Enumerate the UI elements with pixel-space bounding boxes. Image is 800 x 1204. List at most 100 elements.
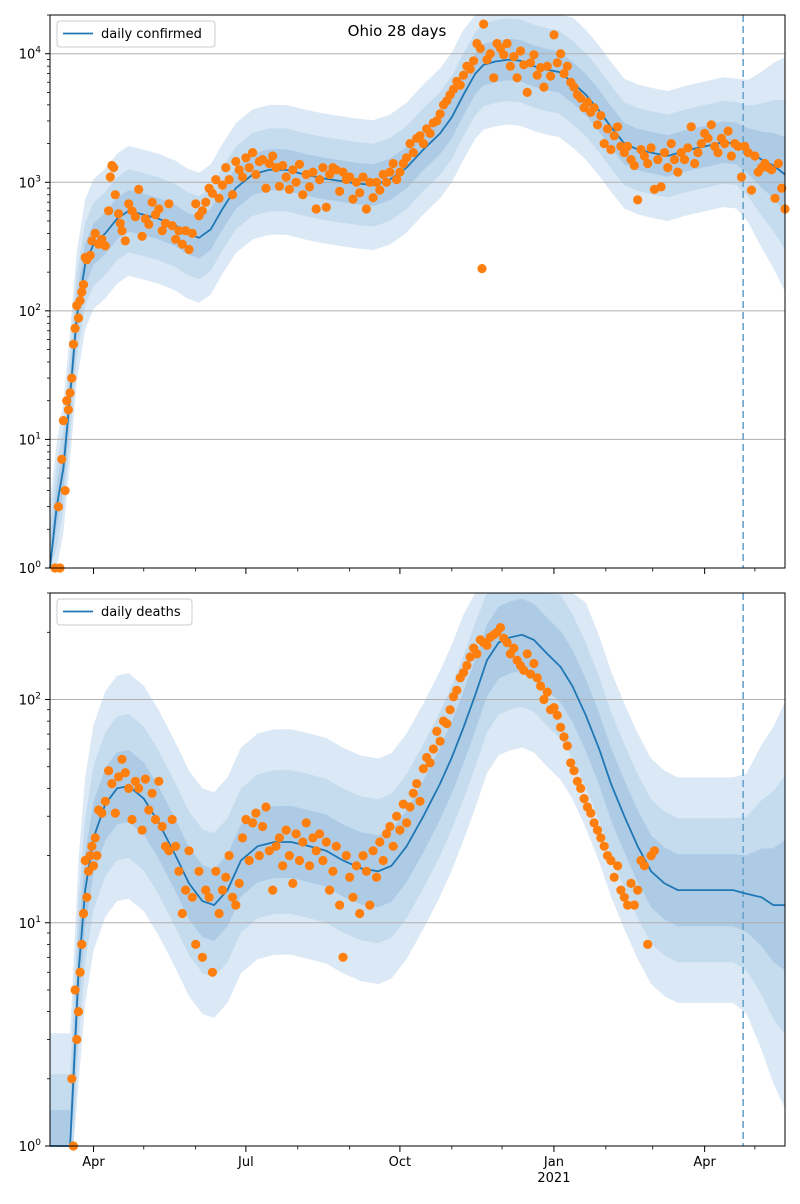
confirmed-observed-point — [177, 239, 187, 249]
deaths-observed-point — [626, 878, 636, 889]
confirmed-observed-point — [147, 197, 157, 207]
confirmed-observed-point — [435, 109, 445, 119]
confirmed-observed-point — [144, 219, 154, 229]
deaths-observed-point — [231, 900, 241, 910]
deaths-observed-point — [331, 841, 341, 851]
confirmed-observed-point — [686, 122, 696, 132]
confirmed-observed-point — [345, 172, 355, 182]
deaths-observed-point — [415, 796, 425, 806]
deaths-observed-point — [562, 741, 572, 751]
confirmed-observed-point — [723, 126, 733, 136]
confirmed-observed-point — [653, 155, 663, 165]
deaths-observed-point — [82, 892, 92, 902]
deaths-observed-point — [408, 788, 418, 798]
deaths-observed-point — [596, 833, 606, 843]
confirmed-observed-point — [606, 144, 616, 155]
deaths-observed-point — [150, 814, 161, 825]
deaths-observed-point — [78, 908, 89, 919]
deaths-observed-point — [268, 885, 278, 895]
deaths-observed-point — [405, 802, 415, 812]
deaths-observed-point — [107, 779, 117, 789]
confirmed-observed-point — [676, 148, 686, 158]
confirmed-observed-point — [335, 186, 345, 196]
deaths-observed-point — [509, 643, 519, 653]
deaths-observed-point — [355, 908, 365, 919]
deaths-observed-point — [157, 821, 167, 832]
confirmed-observed-point — [596, 111, 606, 121]
deaths-observed-point — [274, 833, 284, 843]
deaths-observed-point — [204, 892, 214, 902]
confirmed-observed-point — [515, 46, 526, 56]
confirmed-observed-point — [338, 167, 348, 177]
confirmed-observed-point — [720, 139, 730, 149]
confirmed-observed-point — [261, 183, 271, 193]
confirmed-observed-point — [522, 87, 532, 97]
deaths-observed-point — [519, 665, 529, 676]
deaths-observed-point — [458, 668, 469, 678]
deaths-xtick-year-label: 2021 — [537, 1171, 570, 1186]
confirmed-observed-point — [512, 73, 522, 83]
confirmed-observed-point — [395, 167, 405, 177]
deaths-observed-point — [237, 833, 248, 843]
confirmed-observed-point — [639, 151, 650, 161]
deaths-observed-point — [495, 623, 505, 633]
confirmed-observed-point — [154, 204, 164, 214]
confirmed-observed-point — [656, 182, 666, 192]
deaths-xtick-label: Oct — [389, 1155, 411, 1170]
deaths-observed-point — [134, 783, 144, 794]
deaths-observed-point — [623, 900, 633, 910]
confirmed-observed-point — [234, 165, 244, 175]
confirmed-observed-point — [217, 180, 227, 190]
confirmed-observed-point — [201, 197, 211, 207]
deaths-observed-point — [248, 818, 258, 828]
deaths-observed-point — [187, 892, 197, 902]
deaths-observed-point — [452, 685, 462, 695]
deaths-observed-point — [392, 811, 402, 821]
confirmed-observed-point — [67, 373, 77, 383]
deaths-observed-point — [552, 710, 562, 720]
deaths-legend: daily deaths — [56, 598, 193, 626]
confirmed-observed-point — [78, 280, 89, 290]
deaths-observed-point — [502, 637, 512, 648]
confirmed-observed-point — [646, 143, 656, 153]
legend-label-deaths: daily deaths — [101, 605, 181, 620]
confirmed-observed-point — [278, 160, 288, 171]
legend-label-confirmed: daily confirmed — [101, 27, 202, 42]
confirmed-observed-point — [268, 151, 278, 161]
confirmed-observed-point — [361, 204, 371, 214]
confirmed-observed-point — [315, 175, 325, 185]
confirmed-observed-point — [693, 148, 703, 158]
deaths-observed-point — [375, 837, 385, 847]
deaths-observed-point — [130, 776, 140, 786]
deaths-observed-point — [549, 703, 559, 713]
confirmed-observed-point — [105, 172, 115, 182]
confirmed-ytick-label: 103 — [19, 174, 41, 191]
confirmed-observed-point — [736, 172, 747, 182]
deaths-observed-point — [445, 705, 455, 715]
confirmed-observed-point — [690, 158, 700, 169]
deaths-observed-point — [378, 855, 388, 866]
deaths-observed-point — [214, 908, 224, 919]
deaths-observed-point — [589, 818, 599, 828]
deaths-observed-point — [338, 952, 348, 962]
confirmed-observed-point — [381, 177, 392, 187]
confirmed-observed-point — [244, 163, 254, 173]
deaths-observed-point — [298, 837, 308, 847]
confirmed-observed-point — [117, 226, 127, 236]
deaths-observed-point — [412, 779, 422, 789]
deaths-ytick-label: 100 — [19, 1138, 42, 1155]
confirmed-observed-point — [251, 169, 261, 180]
confirmed-observed-point — [211, 175, 221, 185]
deaths-observed-point — [606, 855, 616, 866]
confirmed-observed-point — [713, 148, 723, 158]
confirmed-observed-point — [509, 52, 519, 62]
deaths-observed-point — [425, 758, 435, 768]
deaths-observed-point — [264, 846, 274, 856]
confirmed-observed-point — [63, 405, 73, 415]
confirmed-observed-point — [559, 69, 569, 79]
confirmed-observed-point — [542, 61, 552, 71]
confirmed-observed-point — [505, 61, 515, 71]
deaths-observed-point — [75, 967, 85, 977]
deaths-observed-point — [304, 861, 315, 871]
